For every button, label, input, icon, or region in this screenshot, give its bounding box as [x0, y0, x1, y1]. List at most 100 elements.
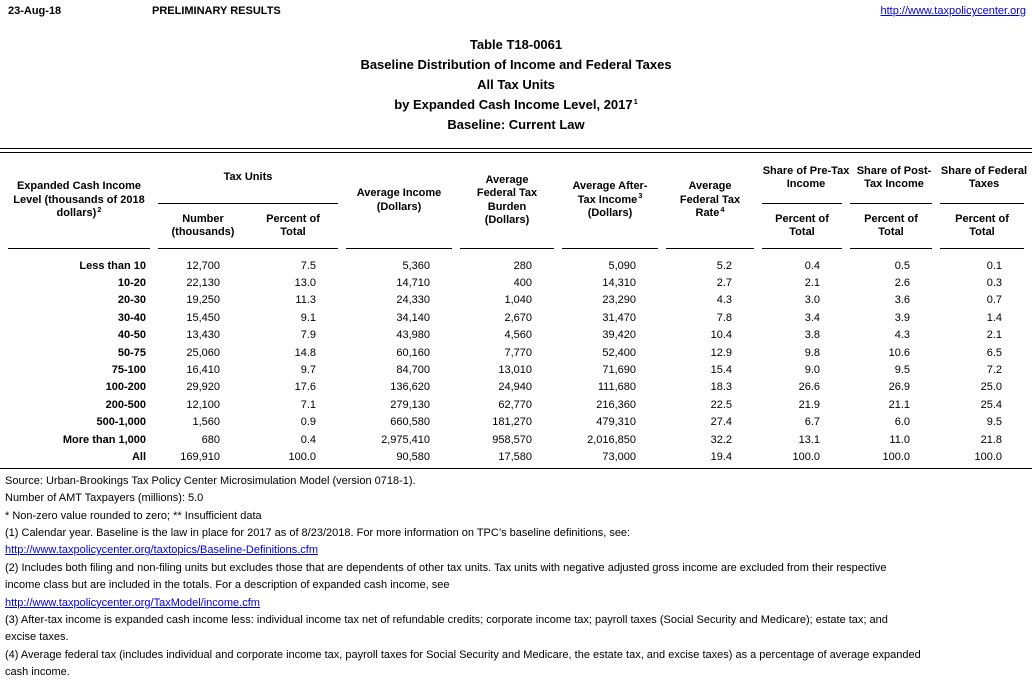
cell: 23,290	[602, 294, 637, 307]
cell: 13,430	[186, 329, 220, 342]
cell: 12,700	[186, 259, 220, 272]
cell: 7.2	[986, 364, 1003, 377]
cell: 9.7	[300, 364, 317, 377]
cell: 6.7	[804, 416, 821, 429]
cell: 19.4	[710, 450, 733, 463]
cell: 0.5	[894, 259, 911, 272]
table-row: 50-75 25,060 14.8 60,160 7,770 52,400 12.9 9.8 1…	[8, 344, 1024, 361]
row-label: More than 1,000	[62, 433, 146, 446]
cell: 84,700	[396, 364, 431, 377]
cell: 22.5	[710, 398, 733, 411]
row-label: All	[131, 450, 146, 463]
cell: 3.6	[894, 294, 911, 307]
table-row: 500-1,000 1,560 0.9 660,580 181,270 479,310 27…	[8, 414, 1024, 431]
cell: 26.9	[888, 381, 911, 394]
tpc-website-link[interactable]: http://www.taxpolicycenter.org	[880, 5, 1026, 17]
cell: 11.0	[889, 433, 911, 446]
sub-header-percent-of-total-post: Percent of Total	[850, 204, 933, 249]
row-label: 100-200	[105, 381, 146, 394]
cell: 0.3	[986, 277, 1003, 290]
cell: 111,680	[597, 381, 637, 394]
footnote-link[interactable]: http://www.taxpolicycenter.org/TaxModel/…	[5, 596, 260, 609]
footnote-ref-4: 4	[720, 204, 725, 214]
table-row: 20-30 19,250 11.3 24,330 1,040 23,290 4.3 3.0 3.…	[8, 292, 1024, 309]
cell: 216,360	[596, 398, 637, 411]
cell: 90,580	[396, 450, 431, 463]
cell: 1.4	[986, 311, 1003, 324]
group-header-share-post-tax-income: Share of Post-Tax Income	[850, 153, 933, 204]
cell: 24,330	[396, 294, 431, 307]
sub-header-percent-of-total-pre: Percent of Total	[762, 204, 843, 249]
cell: 181,270	[492, 416, 533, 429]
cell: 17,580	[498, 450, 533, 463]
row-label: 40-50	[117, 329, 146, 342]
sub-header-tax-units: Number (thousands) Percent of Total	[158, 204, 339, 249]
cell: 12,100	[186, 398, 220, 411]
cell: 0.7	[986, 294, 1003, 307]
table-row: 75-100 16,410 9.7 84,700 13,010 71,690 15.4 9.0…	[8, 361, 1024, 378]
cell: 27.4	[710, 416, 733, 429]
cell: 660,580	[390, 416, 431, 429]
cell: 100.0	[288, 450, 317, 463]
cell: 13,010	[498, 364, 533, 377]
cell: 31,470	[602, 311, 637, 324]
table-row: 10-20 22,130 13.0 14,710 400 14,310 2.7 2.1 2.6 0…	[8, 274, 1024, 291]
cell: 7.5	[300, 259, 317, 272]
cell: 680	[201, 433, 220, 446]
cell: 9.8	[804, 346, 821, 359]
title-line-4-text: by Expanded Cash Income Level, 2017	[394, 97, 633, 112]
cell: 479,310	[596, 416, 637, 429]
cell: 10.4	[710, 329, 733, 342]
report-date: 23-Aug-18	[8, 5, 62, 17]
cell: 13.0	[294, 277, 317, 290]
cell: 52,400	[602, 346, 637, 359]
cell: 9.5	[986, 416, 1003, 429]
group-header-share-federal-taxes: Share of Federal Taxes	[940, 153, 1027, 204]
row-label: 20-30	[117, 294, 146, 307]
table-row: 200-500 12,100 7.1 279,130 62,770 216,360 22.5…	[8, 396, 1024, 413]
cell: 25.0	[980, 381, 1003, 394]
cell: 16,410	[186, 364, 220, 377]
cell: 22,130	[186, 277, 220, 290]
cell: 5.2	[716, 259, 733, 272]
cell: 2.6	[894, 277, 911, 290]
cell: 5,360	[402, 259, 431, 272]
footnote-line: (1) Calendar year. Baseline is the law i…	[5, 526, 631, 539]
after-tax-header-units: (Dollars)	[587, 207, 633, 220]
table-top-border	[0, 148, 1032, 153]
cell: 17.6	[294, 381, 317, 394]
table-row: All 169,910 100.0 90,580 17,580 73,000 19.4 100…	[8, 448, 1024, 465]
cell: 6.0	[894, 416, 911, 429]
row-label: 50-75	[117, 346, 146, 359]
footnote-ref-2: 2	[97, 204, 102, 214]
footnotes: Source: Urban-Brookings Tax Policy Cente…	[0, 469, 1032, 682]
cell: 14,310	[602, 277, 637, 290]
footnote-link[interactable]: http://www.taxpolicycenter.org/taxtopics…	[5, 544, 319, 557]
cell: 0.4	[804, 259, 821, 272]
cell: 19,250	[186, 294, 220, 307]
cell: 280	[513, 259, 533, 272]
top-bar: 23-Aug-18 PRELIMINARY RESULTS http://www…	[0, 0, 1032, 19]
cell: 7.1	[300, 398, 317, 411]
table-number: Table T18-0061	[469, 37, 563, 52]
sub-header-percent-of-total-fed: Percent of Total	[940, 204, 1025, 249]
cell: 2,670	[504, 311, 533, 324]
cell: 24,940	[498, 381, 533, 394]
cell: 4.3	[894, 329, 911, 342]
cell: 279,130	[390, 398, 431, 411]
cell: 1,040	[504, 294, 533, 307]
cell: 169,910	[180, 450, 220, 463]
cell: 25.4	[980, 398, 1003, 411]
cell: 21.8	[980, 433, 1003, 446]
footnote-line: income class but are included in the tot…	[5, 579, 450, 592]
cell: 5,090	[608, 259, 637, 272]
col-header-average-after-tax-income: Average After-Tax Income3 (Dollars)	[562, 153, 659, 249]
cell: 10.6	[888, 346, 911, 359]
cell: 0.1	[986, 259, 1003, 272]
cell: 43,980	[396, 329, 431, 342]
tax-rate-header-text: Average Federal Tax Rate	[679, 180, 741, 220]
cell: 9.5	[894, 364, 911, 377]
footnote-line: Source: Urban-Brookings Tax Policy Cente…	[5, 474, 416, 487]
table-row: 100-200 29,920 17.6 136,620 24,940 111,680 18.…	[8, 379, 1024, 396]
